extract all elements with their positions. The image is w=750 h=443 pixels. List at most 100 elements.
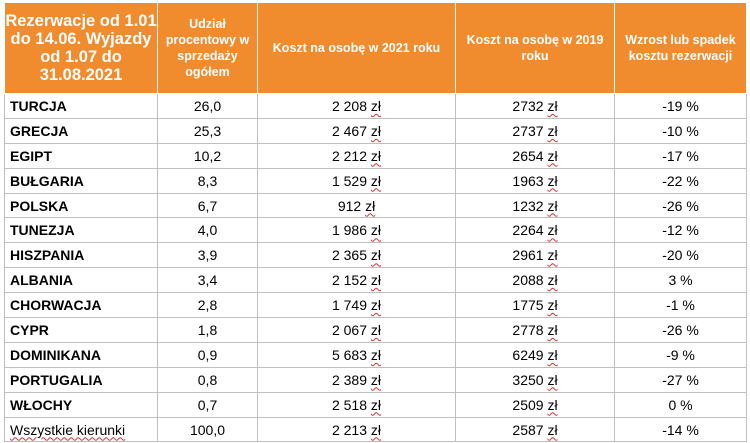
- cost-2021-cell: 2 152 zł: [257, 267, 456, 294]
- country-cell: CHORWACJA: [4, 292, 158, 319]
- cost-2019-cell: 2088 zł: [455, 267, 615, 294]
- currency-label: zł: [370, 247, 382, 264]
- currency-label: zł: [547, 147, 558, 164]
- country-cell: POLSKA: [4, 192, 158, 219]
- table-row: TUNEZJA 4,0 1 986 zł 2264 zł -12 %: [4, 217, 747, 244]
- share-cell: 25,3: [157, 117, 258, 144]
- table-row: POLSKA 6,7 912 zł 1232 zł -26 %: [4, 192, 747, 219]
- header-bookings-period: Rezerwacje od 1.01 do 14.06. Wyjazdy od …: [4, 2, 158, 94]
- table-row: WŁOCHY 0,7 2 518 zł 2509 zł 0 %: [4, 391, 747, 418]
- change-cell: -22 %: [614, 167, 747, 194]
- table-row: HISZPANIA 3,9 2 365 zł 2961 zł -20 %: [4, 242, 747, 269]
- header-cost-2019: Koszt na osobę w 2019 roku: [455, 2, 615, 94]
- country-cell: GRECJA: [4, 117, 158, 144]
- share-cell: 3,4: [157, 267, 258, 294]
- currency-label: zł: [547, 97, 558, 114]
- country-cell: DOMINIKANA: [4, 341, 158, 368]
- cost-2021-cell: 2 212 zł: [257, 142, 456, 169]
- cost-2021-cell: 2 389 zł: [257, 366, 456, 393]
- currency-label: zł: [547, 297, 558, 314]
- travel-bookings-table: Rezerwacje od 1.01 do 14.06. Wyjazdy od …: [4, 2, 747, 443]
- share-cell: 3,9: [157, 242, 258, 269]
- change-cell: -9 %: [614, 341, 747, 368]
- cost-2019-cell: 1775 zł: [455, 292, 615, 319]
- cost-2019-cell: 2509 zł: [455, 391, 615, 418]
- cost-2019-cell: 2961 zł: [455, 242, 615, 269]
- table-row: EGIPT 10,2 2 212 zł 2654 zł -17 %: [4, 142, 747, 169]
- currency-label: zł: [370, 172, 382, 189]
- share-cell: 1,8: [157, 317, 258, 343]
- currency-label: zł: [547, 396, 558, 413]
- currency-label: zł: [370, 122, 382, 139]
- share-cell: 100,0: [157, 416, 258, 443]
- cost-2021-cell: 2 518 zł: [257, 391, 456, 418]
- cost-2021-cell: 2 208 zł: [257, 93, 456, 119]
- cost-2019-cell: 2587 zł: [455, 416, 615, 443]
- cost-2021-cell: 1 986 zł: [257, 217, 456, 244]
- country-cell: ALBANIA: [4, 267, 158, 294]
- country-cell: TURCJA: [4, 93, 158, 119]
- change-cell: -26 %: [614, 317, 747, 343]
- country-cell: HISZPANIA: [4, 242, 158, 269]
- table-row: GRECJA 25,3 2 467 zł 2737 zł -10 %: [4, 117, 747, 144]
- currency-label: zł: [547, 371, 558, 388]
- table-row: Wszystkie kierunki 100,0 2 213 zł 2587 zł -1…: [4, 416, 747, 443]
- currency-label: zł: [547, 122, 558, 139]
- share-cell: 0,7: [157, 391, 258, 418]
- cost-2021-cell: 5 683 zł: [257, 341, 456, 368]
- currency-label: zł: [547, 247, 558, 264]
- currency-label: zł: [370, 321, 382, 338]
- share-cell: 10,2: [157, 142, 258, 169]
- cost-2019-cell: 2732 zł: [455, 93, 615, 119]
- currency-label: zł: [365, 197, 376, 214]
- share-cell: 26,0: [157, 93, 258, 119]
- country-cell: CYPR: [4, 317, 158, 343]
- table-header-row: Rezerwacje od 1.01 do 14.06. Wyjazdy od …: [4, 2, 747, 94]
- share-cell: 2,8: [157, 292, 258, 319]
- currency-label: zł: [370, 222, 382, 239]
- share-cell: 6,7: [157, 192, 258, 219]
- change-cell: -20 %: [614, 242, 747, 269]
- currency-label: zł: [547, 272, 558, 289]
- cost-2019-cell: 2778 zł: [455, 317, 615, 343]
- table-row: ALBANIA 3,4 2 152 zł 2088 zł 3 %: [4, 267, 747, 294]
- country-cell: PORTUGALIA: [4, 366, 158, 393]
- cost-2021-cell: 2 365 zł: [257, 242, 456, 269]
- cost-2021-cell: 2 213 zł: [257, 416, 456, 443]
- change-cell: -17 %: [614, 142, 747, 169]
- change-cell: -10 %: [614, 117, 747, 144]
- country-cell: WŁOCHY: [4, 391, 158, 418]
- share-cell: 8,3: [157, 167, 258, 194]
- country-cell: TUNEZJA: [4, 217, 158, 244]
- change-cell: -27 %: [614, 366, 747, 393]
- cost-2019-cell: 1232 zł: [455, 192, 615, 219]
- change-cell: 0 %: [614, 391, 747, 418]
- currency-label: zł: [370, 147, 382, 164]
- cost-2021-cell: 2 067 zł: [257, 317, 456, 343]
- currency-label: zł: [547, 421, 558, 438]
- currency-label: zł: [370, 421, 382, 438]
- change-cell: -19 %: [614, 93, 747, 119]
- cost-2021-cell: 1 749 zł: [257, 292, 456, 319]
- cost-2021-cell: 1 529 zł: [257, 167, 456, 194]
- currency-label: zł: [547, 321, 558, 338]
- cost-2019-cell: 2264 zł: [455, 217, 615, 244]
- cost-2019-cell: 6249 zł: [455, 341, 615, 368]
- country-cell: EGIPT: [4, 142, 158, 169]
- share-cell: 0,8: [157, 366, 258, 393]
- share-cell: 0,9: [157, 341, 258, 368]
- table-row: TURCJA 26,0 2 208 zł 2732 zł -19 %: [4, 93, 747, 119]
- header-cost-2021: Koszt na osobę w 2021 roku: [257, 2, 456, 94]
- change-cell: -1 %: [614, 292, 747, 319]
- cost-2019-cell: 2654 zł: [455, 142, 615, 169]
- currency-label: zł: [547, 222, 558, 239]
- cost-2021-cell: 2 467 zł: [257, 117, 456, 144]
- currency-label: zł: [547, 172, 558, 189]
- share-cell: 4,0: [157, 217, 258, 244]
- table-row: CHORWACJA 2,8 1 749 zł 1775 zł -1 %: [4, 292, 747, 319]
- table-body: TURCJA 26,0 2 208 zł 2732 zł -19 % GRECJA 25,3…: [4, 93, 747, 443]
- currency-label: zł: [370, 346, 382, 363]
- header-cost-change: Wzrost lub spadek kosztu rezerwacji: [614, 2, 747, 94]
- country-cell: BUŁGARIA: [4, 167, 158, 194]
- table-row: BUŁGARIA 8,3 1 529 zł 1963 zł -22 %: [4, 167, 747, 194]
